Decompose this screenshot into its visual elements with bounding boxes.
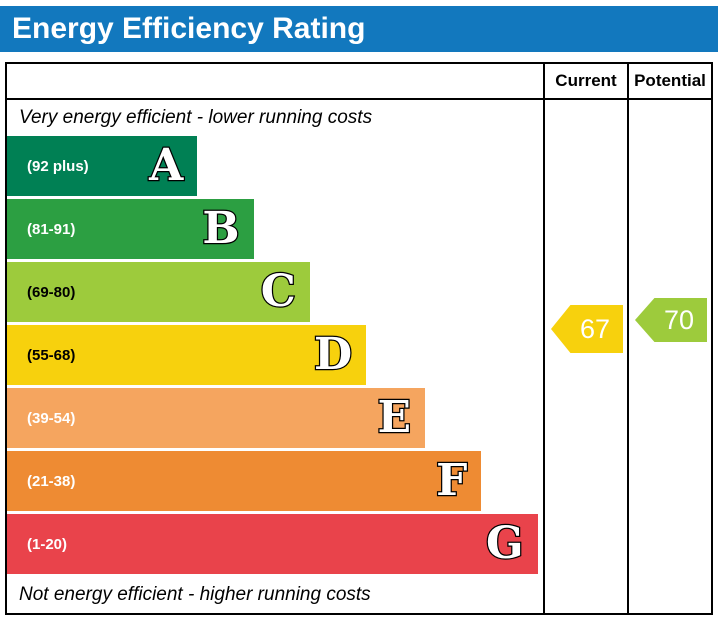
band-g: (1-20) G xyxy=(7,514,538,574)
band-c-range-label: (69-80) xyxy=(27,283,76,301)
current-arrow: 67 xyxy=(551,305,623,353)
band-a: (92 plus) A xyxy=(7,136,198,196)
band-g-letter: G xyxy=(485,518,525,569)
caption-top: Very energy efficient - lower running co… xyxy=(19,107,373,128)
header-spacer xyxy=(7,64,543,98)
band-f: (21-38) F xyxy=(7,451,482,511)
current-rating-value: 67 xyxy=(579,313,611,344)
page-title: Energy Efficiency Rating xyxy=(12,12,366,45)
band-b-range-label: (81-91) xyxy=(27,220,76,238)
potential-column: 70 xyxy=(627,100,711,613)
potential-rating-value: 70 xyxy=(663,304,695,335)
potential-arrow: 70 xyxy=(635,298,707,342)
chart-body: Very energy efficient - lower running co… xyxy=(7,100,711,613)
band-d-letter: D xyxy=(313,329,354,380)
band-a-range-label: (92 plus) xyxy=(27,157,89,175)
band-b: (81-91) B xyxy=(7,199,254,259)
band-e-letter: E xyxy=(376,392,412,443)
band-b-letter: B xyxy=(201,203,241,254)
band-d-range-label: (55-68) xyxy=(27,346,76,364)
band-d: (55-68) D xyxy=(7,325,367,385)
band-a-letter: A xyxy=(148,140,185,191)
caption-bottom: Not energy efficient - higher running co… xyxy=(19,584,371,605)
energy-efficiency-chart: Current Potential Very energy efficient … xyxy=(5,62,713,615)
band-c-letter: C xyxy=(260,266,298,317)
band-g-range-label: (1-20) xyxy=(27,535,68,553)
current-column-header: Current xyxy=(543,64,627,98)
chart-header-row: Current Potential xyxy=(7,64,711,100)
band-f-letter: F xyxy=(435,455,469,506)
title-bar: Energy Efficiency Rating xyxy=(0,6,718,52)
current-column: 67 xyxy=(543,100,627,613)
band-c: (69-80) C xyxy=(7,262,310,322)
band-e-range-label: (39-54) xyxy=(27,409,76,427)
band-e: (39-54) E xyxy=(7,388,426,448)
band-f-range-label: (21-38) xyxy=(27,472,76,490)
bands-area: Very energy efficient - lower running co… xyxy=(7,100,543,613)
potential-column-header: Potential xyxy=(627,64,711,98)
